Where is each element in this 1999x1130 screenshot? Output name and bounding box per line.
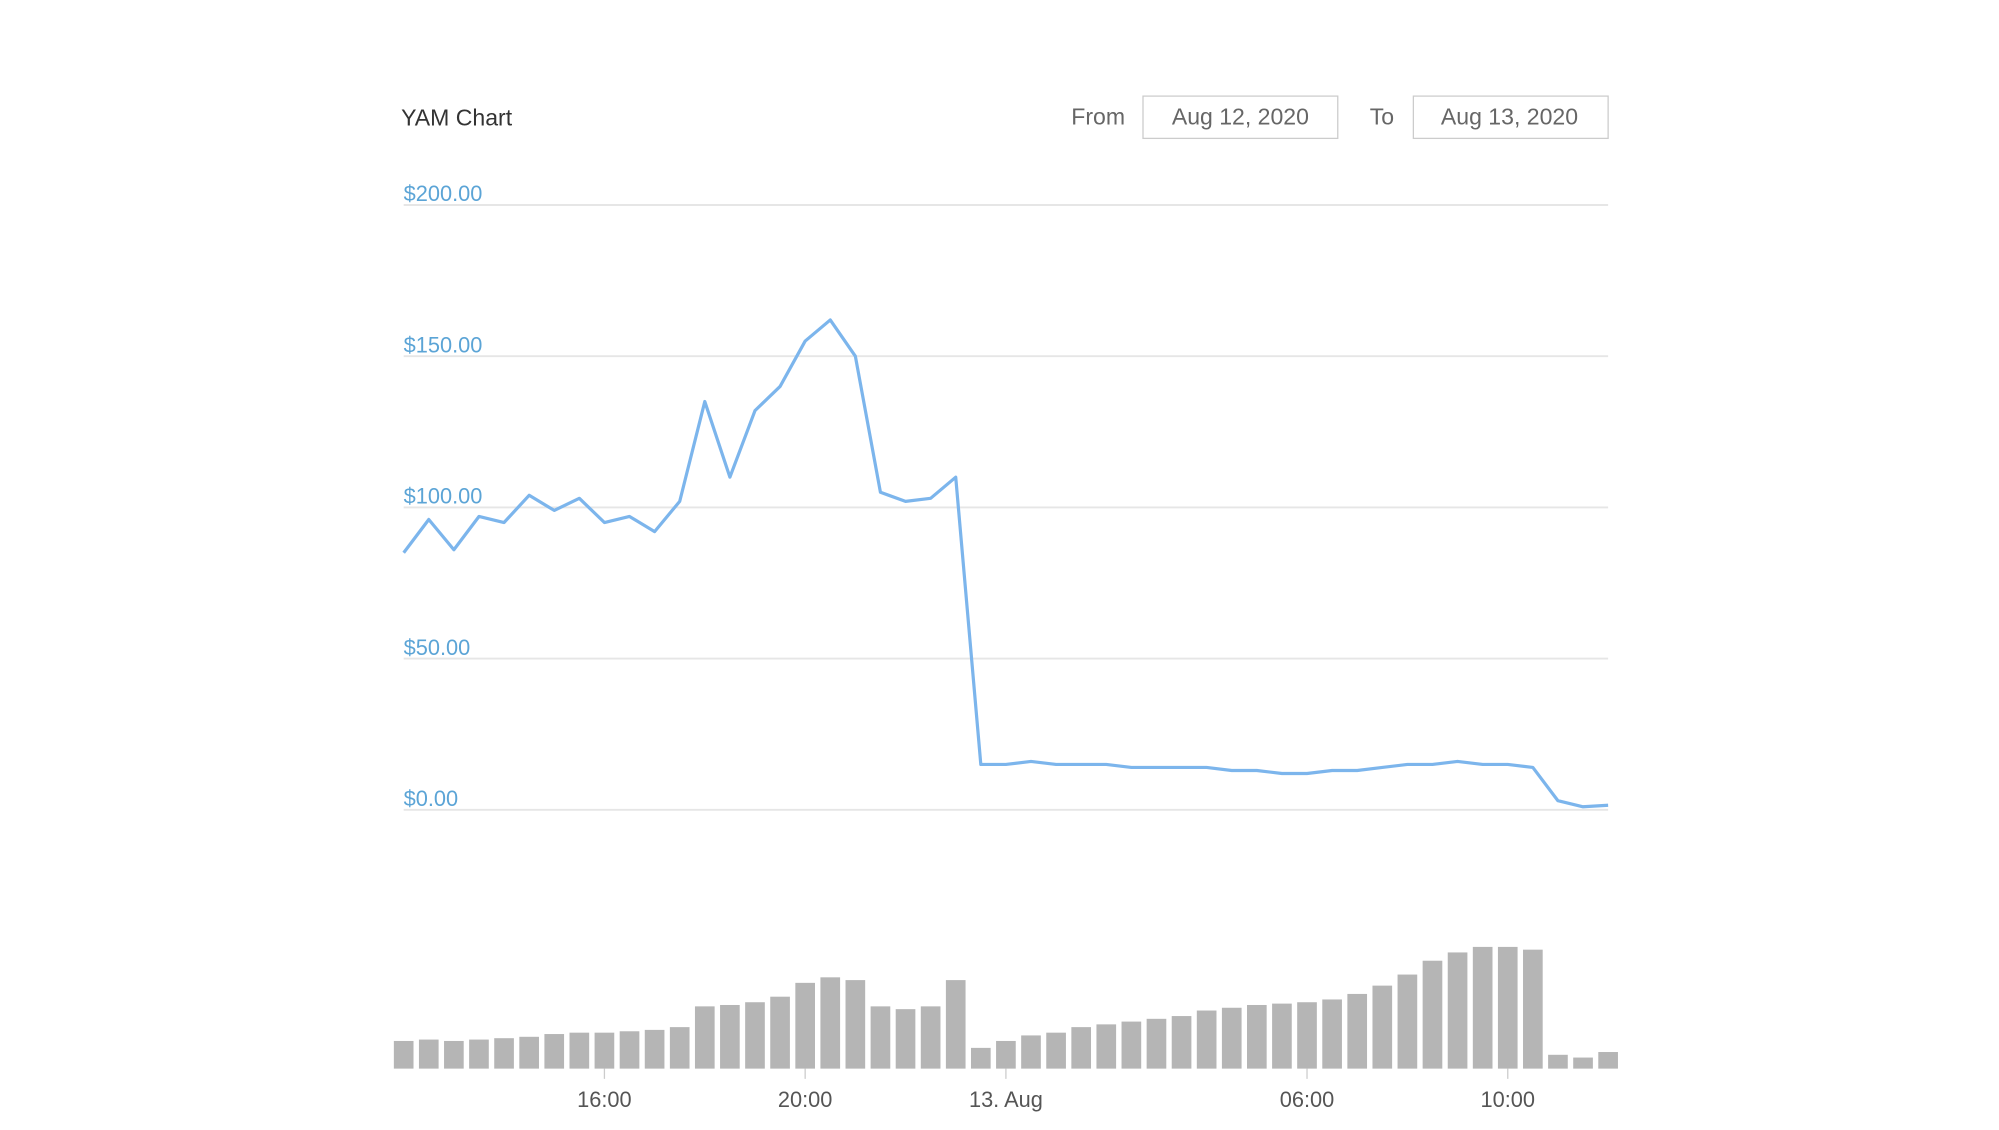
volume-bar [720,1004,740,1069]
volume-bar [1196,1010,1217,1069]
volume-bar [770,996,790,1069]
volume-bar [1548,1054,1568,1069]
volume-bar [1046,1032,1066,1069]
volume-bar [1523,949,1543,1069]
volume-bar [544,1034,565,1069]
volume-bar [1472,946,1493,1069]
volume-bar [845,980,866,1069]
x-tick-label: 16:00 [577,1087,631,1112]
y-tick-label: $100.00 [404,484,483,509]
volume-bar [1096,1024,1117,1069]
volume-bar [1121,1021,1142,1069]
volume-bar [745,1002,765,1069]
volume-bar [1221,1007,1242,1069]
volume-bar [920,1006,941,1069]
x-tick-label: 13. Aug [969,1087,1043,1112]
volume-bar [870,1006,891,1069]
volume-bar [494,1038,514,1069]
from-input[interactable] [1142,95,1339,140]
y-tick-label: $150.00 [404,332,483,357]
volume-bar [820,977,841,1069]
to-label: To [1370,103,1394,129]
volume-bar [1021,1035,1041,1069]
volume-bar [1297,1002,1317,1069]
volume-bar [669,1027,690,1069]
y-tick-label: $0.00 [404,786,458,811]
volume-bar [1146,1018,1167,1069]
y-tick-label: $50.00 [404,635,471,660]
y-tick-label: $200.00 [404,181,483,206]
volume-bar [1171,1016,1192,1069]
volume-bar [970,1047,991,1069]
volume-bar [1497,946,1518,1069]
price-line [402,318,1609,809]
x-tick-label: 20:00 [778,1087,832,1112]
volume-bar [594,1032,615,1069]
volume-bar [569,1032,590,1069]
volume-bar [1272,1003,1292,1069]
to-input[interactable] [1412,95,1609,140]
from-date[interactable]: Aug 12, 2020 [1172,103,1309,129]
volume-bar [444,1040,464,1069]
volume-bar [1246,1004,1267,1069]
volume-bar [1598,1052,1618,1069]
volume-bar [1397,974,1418,1069]
volume-bar [519,1036,539,1069]
volume-bar [1372,985,1393,1069]
volume-bar [1322,999,1342,1069]
volume-bar [393,1040,414,1069]
from-label: From [1071,103,1125,129]
chart-title: YAM Chart [401,105,513,131]
volume-bar [469,1039,489,1069]
volume-bar [1347,993,1368,1069]
volume-bar [619,1031,640,1069]
volume-bar [1071,1027,1092,1069]
volume-bar [1447,952,1468,1069]
x-tick-label: 06:00 [1280,1087,1334,1112]
volume-bar [945,980,966,1069]
volume-bar [1573,1057,1593,1069]
volume-bar [694,1006,715,1069]
volume-bar [644,1029,665,1069]
to-date[interactable]: Aug 13, 2020 [1441,103,1578,129]
volume-bar [996,1040,1016,1069]
volume-bar [795,982,815,1069]
x-tick-label: 10:00 [1481,1087,1535,1112]
volume-bar [418,1039,439,1069]
volume-bar [1422,960,1443,1069]
volume-bar [895,1009,916,1069]
